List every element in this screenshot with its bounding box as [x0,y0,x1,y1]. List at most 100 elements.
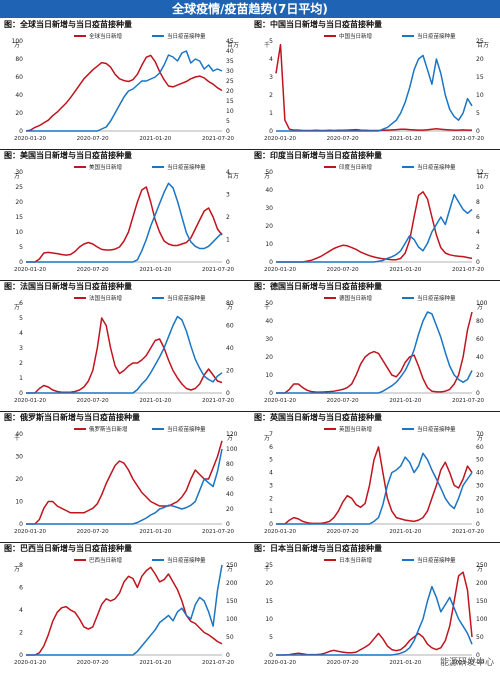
y2-tick-label: 60 [476,336,484,343]
line-chart: 万 百万 0 20 40 60 80 100 0 5 10 15 20 25 30 35 40 45 2020-01… [12,32,239,142]
y2-tick-label: 10 [226,108,234,115]
right-unit-label: 万 [477,304,483,311]
chart-title: 图：巴西当日新增与当日疫苗接种量 [4,544,132,553]
series-line-巴西当日新增 [26,566,223,656]
x-tick-label: 2021-07-20 [202,136,234,142]
y-tick-label: 30 [15,454,23,461]
y-tick-label: 5 [269,634,273,641]
x-tick-label: 2021-07-20 [202,267,234,273]
y-tick-label: 50 [265,300,273,307]
y-tick-label: 5 [19,315,23,322]
line-chart: 千 万 0 10 20 30 40 50 0 20 40 60 80 100 2020-01-20 2020-… [264,294,488,404]
y2-tick-label: 50 [476,634,484,641]
series-line-德国当日新增 [276,311,473,394]
y2-tick-label: 0 [476,259,480,266]
series-line-美国当日新增 [26,186,223,263]
series-line-中国当日新增 [275,43,472,132]
chart-panel-8: 图：巴西当日新增与当日疫苗接种量万 万 0 2 4 6 8 0 50 100 150 200 250 20… [2,543,248,671]
legend-label: 当日疫苗接种量 [417,294,456,302]
x-tick-label: 2020-07-20 [77,136,109,142]
series-line-当日疫苗接种量 [26,564,223,656]
x-tick-label: 2021-07-20 [452,136,484,142]
y-tick-label: 2 [19,630,23,637]
y2-tick-label: 20 [476,372,484,379]
y-tick-label: 10 [15,499,23,506]
line-chart: 万万01234560204060802020-01-20 2020-07-20 20… [14,294,234,404]
y2-tick-label: 15 [226,98,234,105]
x-tick-label: 2021-01-20 [389,529,421,535]
right-unit-label: 万 [227,566,233,573]
y2-tick-label: 0 [226,128,230,135]
panel-divider [0,542,500,543]
right-unit-label: 万 [227,304,233,311]
chart-title: 图：美国当日新增与当日疫苗接种量 [4,151,132,160]
y-tick-label: 10 [265,372,273,379]
line-chart: 千万05101520250501001502002502020-01-20 202… [264,556,488,666]
y2-tick-label: 4 [226,169,230,176]
line-chart: 万 百万 0 10 20 30 40 50 0 2 4 6 8 10 12 2020-01-20 2020-07… [264,163,489,273]
y-tick-label: 10 [265,241,273,248]
legend-label: 英国当日新增 [339,425,372,433]
y2-tick-label: 80 [476,318,484,325]
y-tick-label: 1 [269,110,273,117]
y-tick-label: 0 [19,652,23,659]
right-unit-label: 百万 [477,42,489,49]
y2-tick-label: 60 [226,476,234,483]
legend-label: 当日疫苗接种量 [417,556,456,564]
y2-tick-label: 35 [226,58,234,65]
series-line-当日疫苗接种量 [276,452,473,525]
y-tick-label: 15 [15,214,23,221]
chart-panel-5: 图：德国当日新增与当日疫苗接种量千 万 0 10 20 30 40 50 0 20 40 60 80 10… [252,281,498,409]
x-tick-label: 2020-01-20 [14,136,46,142]
y2-tick-label: 25 [226,78,234,85]
line-chart: 千 百万 0 1 2 3 4 5 0 5 10 15 20 25 2020-01-20 2020-07-20 2… [264,32,489,142]
x-tick-label: 2020-07-20 [77,267,109,273]
y2-tick-label: 10 [476,92,484,99]
y2-tick-label: 0 [226,259,230,266]
y2-tick-label: 4 [476,229,480,236]
y2-tick-label: 150 [226,598,238,605]
y-tick-label: 8 [19,562,23,569]
y-tick-label: 100 [12,38,24,45]
x-tick-label: 2021-01-20 [139,660,171,666]
x-tick-label: 2020-01-20 [14,398,46,404]
x-tick-label: 2020-07-20 [77,398,109,404]
legend-label: 当日疫苗接种量 [167,425,206,433]
left-unit-label: 千 [264,303,270,311]
y2-tick-label: 40 [476,470,484,477]
x-tick-label: 2020-01-20 [264,529,296,535]
y2-tick-label: 25 [476,38,484,45]
legend-label: 巴西当日新增 [89,556,122,564]
y-tick-label: 0 [269,521,273,528]
x-tick-label: 2021-01-20 [389,136,421,142]
x-tick-label: 2021-07-20 [452,529,484,535]
y-tick-label: 0 [269,652,273,659]
left-unit-label: 万 [264,435,270,442]
y-tick-label: 3 [269,74,273,81]
chart-panel-1: 图：中国当日新增与当日疫苗接种量千 百万 0 1 2 3 4 5 0 5 10 15 20 25 2020-… [252,19,498,147]
y-tick-label: 0 [19,390,23,397]
x-tick-label: 2021-07-20 [452,398,484,404]
legend-label: 全球当日新增 [89,32,122,40]
y2-tick-label: 60 [226,323,234,330]
y2-tick-label: 100 [226,616,238,623]
x-tick-label: 2021-07-20 [452,660,484,666]
x-tick-label: 2021-01-20 [139,267,171,273]
y-tick-label: 4 [269,56,273,63]
legend-label: 俄罗斯当日新增 [89,425,128,433]
y-tick-label: 1 [269,508,273,515]
x-tick-label: 2020-07-20 [327,529,359,535]
y-tick-label: 20 [15,110,23,117]
y2-tick-label: 12 [476,169,484,176]
y-tick-label: 20 [265,580,273,587]
y-tick-label: 25 [265,562,273,569]
chart-title: 图：印度当日新增与当日疫苗接种量 [254,151,382,160]
legend-label: 德国当日新增 [339,294,372,302]
y-tick-label: 30 [15,169,23,176]
legend-label: 法国当日新增 [89,294,122,302]
y-tick-label: 0 [269,259,273,266]
y-tick-label: 20 [15,476,23,483]
y-tick-label: 3 [19,345,23,352]
y-tick-label: 30 [265,205,273,212]
x-tick-label: 2020-01-20 [14,529,46,535]
